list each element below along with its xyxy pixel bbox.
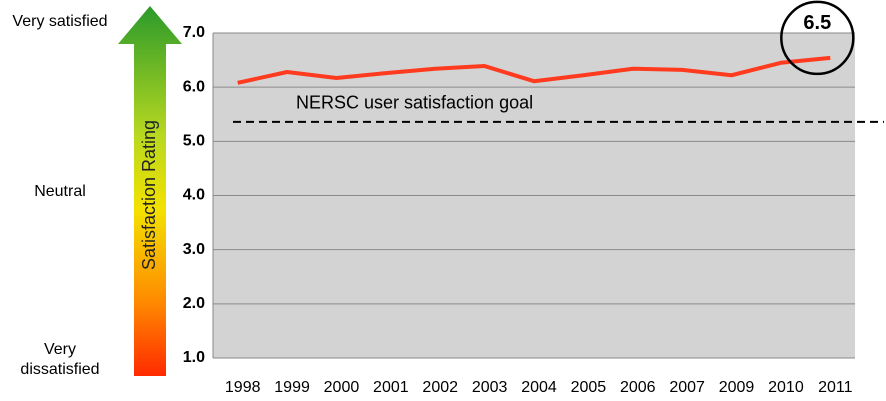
- x-tick-label: 2010: [768, 379, 804, 396]
- x-tick-label: 2009: [719, 379, 755, 396]
- highlight-circle: [780, 0, 855, 76]
- y-tick-label: 1.0: [183, 349, 205, 366]
- rating-arrow: [118, 6, 182, 376]
- x-tick-label: 1999: [274, 379, 310, 396]
- series-line: [237, 55, 831, 85]
- x-tick-label: 2002: [422, 379, 458, 396]
- x-tick-label: 2005: [571, 379, 607, 396]
- scale-top: Very satisfied: [12, 13, 108, 30]
- x-tick-label: 2004: [521, 379, 557, 396]
- x-tick-label: 1998: [225, 379, 261, 396]
- scale-bottom: Very dissatisfied: [20, 341, 100, 378]
- value-label: 6.5: [803, 12, 831, 34]
- scale-middle: Neutral: [34, 183, 86, 200]
- x-tick-label: 2003: [472, 379, 508, 396]
- x-tick-label: 2007: [669, 379, 705, 396]
- y-tick-label: 7.0: [183, 24, 205, 41]
- y-tick-label: 3.0: [183, 241, 205, 258]
- y-tick-label: 5.0: [183, 133, 205, 150]
- x-tick-label: 2001: [373, 379, 409, 396]
- y-tick-label: 2.0: [183, 295, 205, 312]
- y-tick-label: 4.0: [183, 187, 205, 204]
- rating-title: Satisfaction Rating: [139, 120, 159, 270]
- goal-label: NERSC user satisfaction goal: [296, 93, 533, 113]
- x-tick-label: 2011: [818, 379, 853, 396]
- x-tick-label: 2000: [324, 379, 360, 396]
- y-tick-label: 6.0: [183, 78, 205, 95]
- x-tick-label: 2006: [620, 379, 656, 396]
